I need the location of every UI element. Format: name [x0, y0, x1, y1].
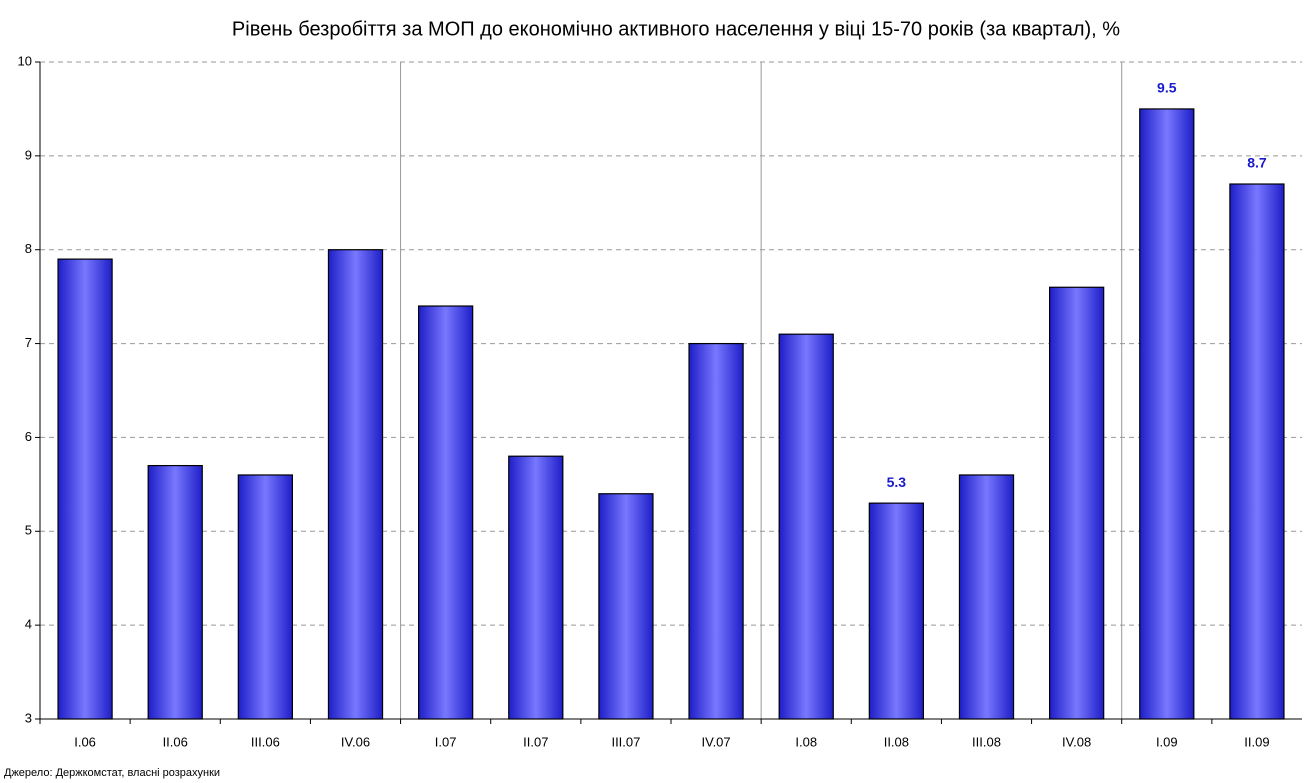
bar: [1048, 286, 1105, 720]
bar: [1139, 108, 1195, 720]
y-tick-label: 8: [25, 241, 32, 256]
x-tick-label: II.07: [523, 734, 548, 749]
bar: [57, 258, 113, 720]
bar: [327, 249, 384, 720]
x-tick-label: III.07: [611, 734, 640, 749]
bar: [778, 333, 834, 720]
chart-title: Рівень безробіття за МОП до економічно а…: [232, 18, 1120, 40]
bar: [1229, 183, 1285, 720]
x-tick-label: I.09: [1156, 734, 1178, 749]
y-tick-label: 6: [25, 429, 32, 444]
x-tick-label: I.06: [74, 734, 96, 749]
data-label: 5.3: [887, 474, 907, 490]
bar: [237, 474, 293, 720]
y-tick-label: 5: [25, 523, 32, 538]
x-tick-label: I.07: [435, 734, 457, 749]
x-tick-label: II.06: [163, 734, 188, 749]
bar: [418, 305, 474, 720]
data-label: 8.7: [1247, 155, 1267, 171]
bar: [598, 493, 654, 720]
x-tick-label: IV.06: [341, 734, 370, 749]
bar: [958, 474, 1015, 720]
bar: [508, 455, 564, 720]
x-tick-label: III.06: [251, 734, 280, 749]
x-tick-label: III.08: [972, 734, 1001, 749]
y-tick-label: 7: [25, 335, 32, 350]
source-note: Джерело: Держкомстат, власні розрахунки: [4, 767, 220, 779]
bar: [688, 342, 744, 720]
x-tick-label: I.08: [795, 734, 817, 749]
x-tick-label: II.09: [1244, 734, 1269, 749]
y-tick-label: 10: [18, 53, 32, 68]
x-tick-label: IV.07: [701, 734, 730, 749]
x-tick-label: II.08: [884, 734, 909, 749]
bar: [868, 502, 924, 720]
y-tick-label: 4: [25, 617, 32, 632]
y-tick-label: 9: [25, 147, 32, 162]
bar: [147, 464, 203, 720]
y-tick-label: 3: [25, 710, 32, 725]
x-tick-label: IV.08: [1062, 734, 1091, 749]
data-label: 9.5: [1157, 80, 1177, 96]
